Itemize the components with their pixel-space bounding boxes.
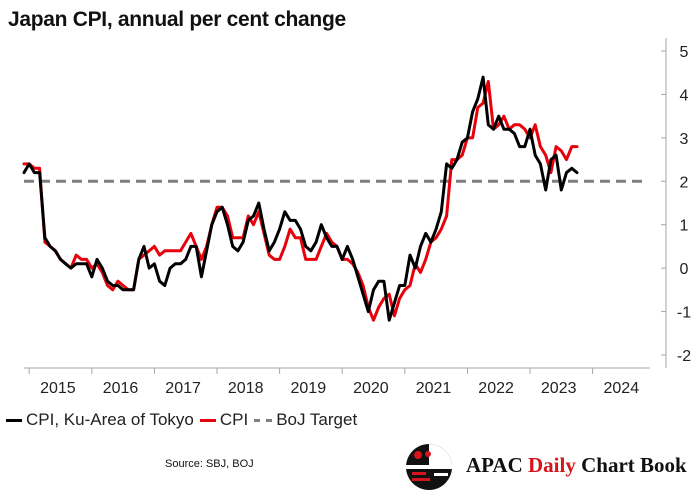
tick-labels: 5 4 3 2 1 0 -1 -2 2015 2016 2017 2018 2019 2020 2021 20… [40,44,691,397]
legend: CPI, Ku-Area of Tokyo CPI BoJ Target [6,410,363,430]
legend-label-tokyo-cpi: CPI, Ku-Area of Tokyo [26,410,194,429]
y-tick-label: -2 [677,348,691,365]
y-tick-label: 5 [680,44,689,61]
y-tick-label: 4 [680,87,689,104]
x-tick-label: 2015 [40,380,76,397]
y-tick-label: 0 [680,261,689,278]
y-tick-label: 2 [680,174,689,191]
legend-swatch-boj-target [254,418,273,422]
x-tick-label: 2022 [478,380,514,397]
legend-label-boj-target: BoJ Target [276,410,358,429]
y-tick-label: 1 [680,218,689,235]
x-tick-label: 2018 [228,380,264,397]
y-tick-label: 3 [680,131,689,148]
brand-logo: APAC Daily Chart Book [404,439,696,494]
y-tick-label: -1 [677,305,691,322]
x-tick-label: 2020 [353,380,389,397]
x-tick-label: 2021 [416,380,452,397]
legend-swatch-tokyo-cpi [6,418,22,422]
series-line-cpi [22,79,579,322]
legend-item-boj-target: BoJ Target [254,410,357,430]
legend-label-cpi: CPI [219,410,249,429]
brand-emblem-icon [406,444,452,490]
source-note: Source: SBJ, BOJ [165,458,254,470]
legend-item-cpi: CPI [199,410,249,430]
x-tick-label: 2024 [604,380,640,397]
x-tick-label: 2019 [291,380,327,397]
x-tick-label: 2016 [103,380,139,397]
x-tick-label: 2023 [541,380,577,397]
legend-item-tokyo-cpi: CPI, Ku-Area of Tokyo [6,410,194,430]
axes [24,38,667,374]
series-lines [22,75,645,322]
brand-name: APAC Daily Chart Book [466,453,687,478]
brand-name-part1: APAC [466,453,529,477]
series-line-cpi-ku-area-of-tokyo [22,75,579,322]
x-tick-label: 2017 [165,380,201,397]
brand-name-part2: Daily [528,453,576,477]
chart-title: Japan CPI, annual per cent change [8,8,346,31]
legend-swatch-cpi [199,418,216,422]
brand-name-part3: Chart Book [575,453,687,477]
